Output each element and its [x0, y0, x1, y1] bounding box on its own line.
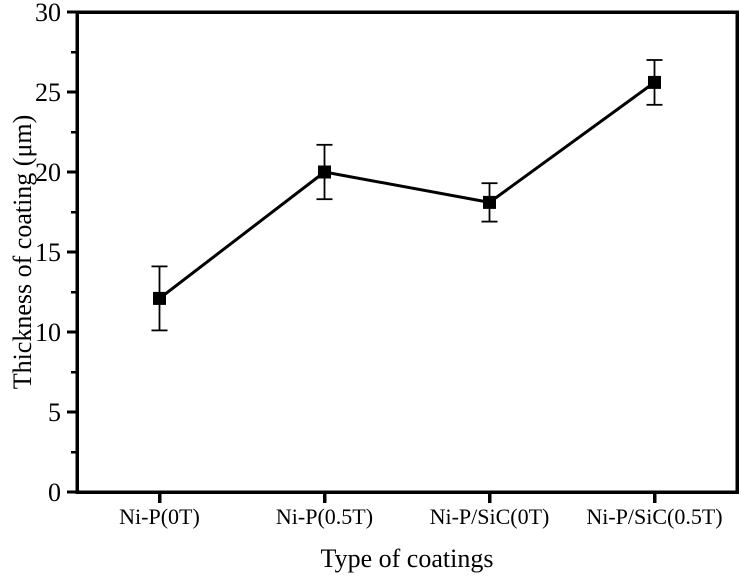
y-tick-label: 15 — [35, 238, 61, 267]
y-tick-label: 20 — [35, 158, 61, 187]
y-tick-label: 30 — [35, 0, 61, 27]
data-series-line — [158, 81, 656, 300]
x-tick-label: Ni-P/SiC(0T) — [430, 504, 550, 529]
plot-area: 0 5 10 15 20 25 30 Ni-P(0T) Ni-P(0.5T) Ni-P/SiC(0… — [35, 0, 739, 529]
data-point-marker — [483, 195, 496, 209]
plot-frame — [75, 10, 739, 494]
data-point-marker — [648, 75, 661, 89]
y-axis-title: Thickness of coating (μm) — [8, 115, 37, 390]
x-tick-label: Ni-P/SiC(0.5T) — [586, 504, 722, 529]
y-tick-label: 5 — [48, 398, 61, 427]
data-point-marker — [318, 165, 331, 179]
y-tick-label: 0 — [48, 478, 61, 507]
x-tick-label: Ni-P(0.5T) — [276, 504, 373, 529]
x-tick-label: Ni-P(0T) — [119, 504, 200, 529]
x-axis-title: Type of coatings — [321, 544, 494, 573]
y-tick-label: 25 — [35, 78, 61, 107]
y-tick-label: 10 — [35, 318, 61, 347]
data-point-marker — [153, 291, 166, 305]
